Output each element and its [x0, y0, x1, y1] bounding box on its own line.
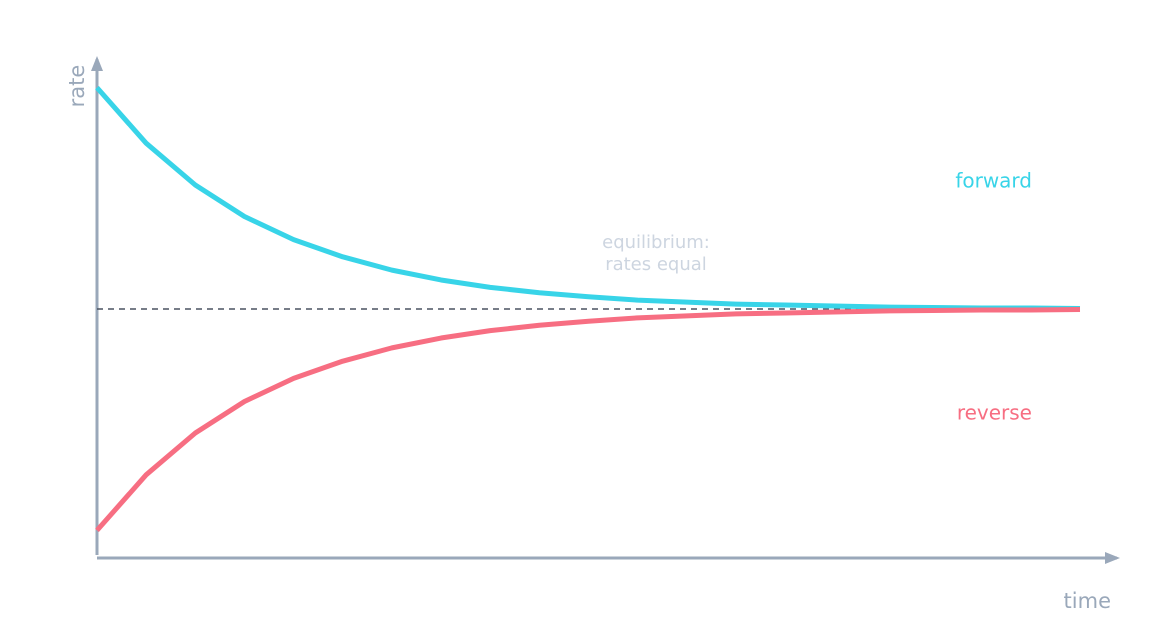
series-label: forward: [955, 169, 1032, 193]
y-axis-label: rate: [65, 65, 89, 108]
series-line: [95, 85, 1081, 312]
series-line: [95, 306, 1081, 533]
series-label: reverse: [957, 401, 1032, 425]
x-axis-label: time: [1064, 589, 1111, 613]
annotation: rates equal: [605, 254, 707, 275]
annotation: equilibrium:: [602, 232, 710, 253]
